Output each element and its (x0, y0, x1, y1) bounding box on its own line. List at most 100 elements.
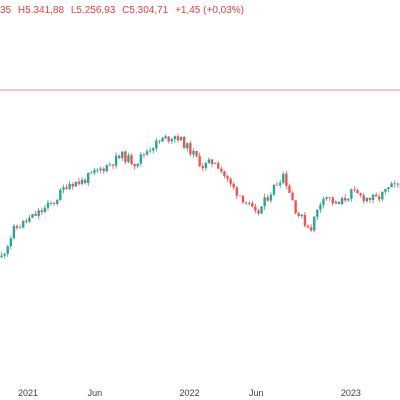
candle-up (18, 227, 22, 229)
candle-down (124, 151, 127, 162)
candle-up (322, 198, 325, 205)
candle-down (189, 143, 192, 155)
x-tick-label: 2022 (179, 388, 199, 398)
candle-up (204, 162, 208, 169)
candle-down (393, 183, 396, 185)
candle-down (25, 220, 28, 222)
candle-down (217, 163, 220, 169)
candle-down (201, 166, 204, 169)
candle-down (244, 202, 248, 204)
candle-down (359, 193, 362, 196)
candle-down (257, 210, 260, 214)
candle-up (247, 202, 251, 204)
candle-up (87, 172, 90, 184)
candle-up (49, 202, 53, 204)
close-value: C5.304,71 (122, 5, 169, 16)
candle-down (309, 227, 313, 231)
candle-down (266, 197, 269, 201)
candle-up (207, 159, 211, 163)
candle-down (353, 189, 356, 191)
candle-up (340, 197, 344, 205)
candle-up (74, 181, 78, 187)
candle-down (142, 154, 146, 156)
candle-down (343, 197, 347, 201)
candle-down (52, 202, 56, 204)
candle-up (105, 165, 108, 172)
candle-down (133, 164, 136, 167)
candle-up (272, 184, 276, 195)
candle-up (282, 173, 285, 183)
candle-down (34, 214, 37, 216)
candle-down (232, 183, 235, 188)
open-value: 35 (0, 5, 12, 16)
candle-up (145, 151, 149, 155)
candle-up (179, 136, 183, 141)
candle-down (71, 184, 74, 187)
change-value: +1,45 (+0,03%) (175, 5, 244, 16)
candle-down (167, 136, 170, 142)
candle-up (3, 253, 6, 256)
candle-down (362, 195, 365, 202)
candle-up (9, 238, 13, 247)
candle-down (297, 213, 300, 217)
candle-down (130, 155, 133, 165)
candle-down (40, 210, 43, 213)
candle-up (152, 148, 155, 151)
candle-down (117, 155, 121, 159)
candle-up (325, 197, 328, 199)
candle-up (28, 217, 31, 222)
candle-down (294, 200, 297, 214)
candle-up (269, 194, 273, 201)
candle-down (328, 197, 331, 199)
candle-up (43, 207, 47, 213)
x-tick-label: 2021 (18, 388, 38, 398)
candle-up (148, 150, 152, 152)
candle-down (288, 185, 291, 193)
ohlc-legend: 35 H5.341,88 L5.256,93 C5.304,71 +1,45 (… (0, 4, 248, 18)
candle-up (278, 182, 282, 186)
candle-up (6, 246, 9, 254)
candle-down (229, 178, 232, 184)
candle-up (173, 136, 177, 140)
candle-up (170, 139, 173, 142)
candle-up (68, 184, 71, 189)
candle-up (396, 183, 400, 185)
candle-up (56, 200, 59, 204)
candle-up (99, 168, 102, 170)
low-value: L5.256,93 (70, 5, 116, 16)
candle-up (334, 201, 338, 204)
candle-down (254, 206, 257, 211)
candle-down (220, 168, 223, 172)
x-tick-label: Jun (88, 388, 103, 398)
candle-down (65, 187, 68, 189)
candle-down (378, 196, 381, 200)
candle-up (350, 189, 353, 199)
candle-down (303, 214, 307, 226)
candle-up (371, 194, 375, 200)
candle-layer (0, 133, 400, 259)
candle-down (223, 171, 226, 177)
candle-up (213, 163, 217, 165)
candle-down (83, 179, 87, 184)
candle-up (46, 202, 50, 208)
candle-up (0, 255, 3, 258)
candle-down (176, 136, 180, 141)
x-tick-label: 2023 (341, 388, 361, 398)
candle-down (195, 150, 198, 157)
candle-up (161, 138, 164, 142)
candle-up (319, 204, 322, 210)
candle-down (182, 136, 186, 149)
candle-up (108, 164, 112, 166)
candle-up (90, 172, 93, 174)
candle-up (263, 197, 266, 207)
candle-up (365, 197, 369, 202)
candle-up (155, 140, 158, 149)
candle-up (390, 183, 393, 188)
high-value: H5.341,88 (17, 5, 65, 16)
x-tick-label: Jun (249, 388, 264, 398)
candle-down (226, 176, 229, 179)
candle-down (241, 195, 245, 203)
candle-up (300, 214, 304, 217)
